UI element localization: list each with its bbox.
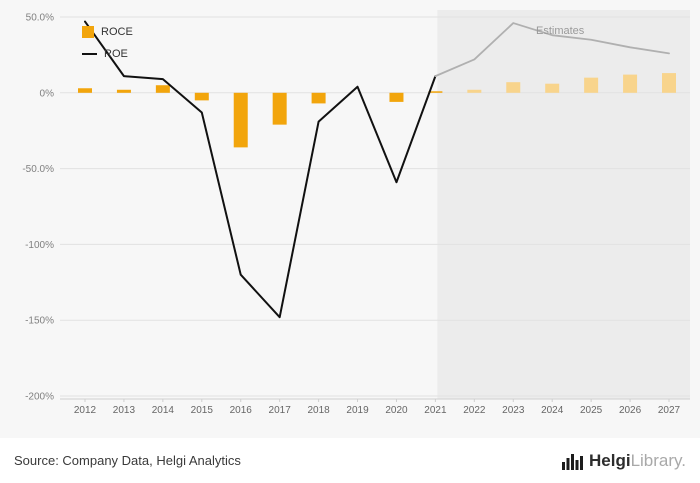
- estimates-region: [437, 10, 690, 399]
- y-tick-label: 50.0%: [26, 13, 54, 24]
- x-tick-label: 2013: [113, 405, 136, 416]
- brand-text: HelgiLibrary.: [589, 451, 686, 471]
- legend-item-roe: ROE: [82, 46, 133, 61]
- roe-swatch-icon: [82, 52, 97, 55]
- x-tick-label: 2020: [385, 405, 408, 416]
- roe-line-estimate: [434, 22, 670, 78]
- roce-bar: [389, 92, 404, 102]
- x-tick-label: 2024: [541, 405, 564, 416]
- x-tick-label: 2017: [269, 405, 292, 416]
- roce-bar: [506, 82, 521, 93]
- y-tick-label: -50.0%: [22, 164, 54, 175]
- roce-bar: [78, 88, 92, 93]
- source-text: Source: Company Data, Helgi Analytics: [14, 453, 241, 468]
- x-tick-label: 2018: [307, 405, 330, 416]
- brand-helgi: Helgi: [589, 450, 631, 470]
- roce-bar: [428, 91, 443, 93]
- brand-library: Library: [630, 450, 682, 470]
- x-tick-label: 2016: [230, 405, 253, 416]
- roce-bar: [116, 89, 131, 93]
- legend-item-roce: ROCE: [82, 24, 133, 39]
- x-tick-label: 2014: [152, 405, 175, 416]
- x-tick-label: 2022: [463, 405, 486, 416]
- roce-bar: [194, 92, 209, 101]
- helgi-logo-icon: [562, 453, 583, 470]
- roce-bar: [233, 92, 248, 148]
- x-tick-label: 2015: [191, 405, 214, 416]
- roce-bar: [584, 77, 599, 93]
- roce-bar: [311, 92, 326, 104]
- x-tick-label: 2023: [502, 405, 525, 416]
- chart-plot: 50.0% 0% -50.0% -100% -150% -200% 2012 2013 2014…: [22, 10, 690, 416]
- y-tick-label: -200%: [25, 392, 54, 403]
- legend-label-roe: ROE: [104, 47, 128, 60]
- y-tick-label: 0%: [40, 88, 55, 99]
- roce-bar: [545, 83, 560, 93]
- helgi-library-logo: HelgiLibrary.: [561, 451, 686, 471]
- roe-line: [84, 20, 437, 319]
- legend-label-roce: ROCE: [101, 25, 133, 38]
- roce-bar: [623, 74, 638, 93]
- y-tick-label: -150%: [25, 316, 54, 327]
- roce-bar: [662, 73, 676, 93]
- roce-bar: [467, 89, 482, 93]
- estimates-annotation: Estimates: [536, 25, 585, 37]
- x-tick-label: 2019: [346, 405, 369, 416]
- roce-bar: [272, 92, 287, 125]
- x-tick-label: 2021: [424, 405, 447, 416]
- roce-swatch-icon: [82, 25, 94, 38]
- x-tick-label: 2027: [658, 405, 681, 416]
- chart-legend: ROCE ROE: [82, 24, 133, 61]
- roce-bar: [155, 85, 170, 93]
- brand-dot: .: [681, 450, 686, 470]
- footer-bar: Source: Company Data, Helgi Analytics He…: [0, 438, 700, 483]
- x-tick-label: 2012: [74, 405, 97, 416]
- x-tick-label: 2026: [619, 405, 642, 416]
- y-tick-label: -100%: [25, 240, 54, 251]
- x-tick-label: 2025: [580, 405, 603, 416]
